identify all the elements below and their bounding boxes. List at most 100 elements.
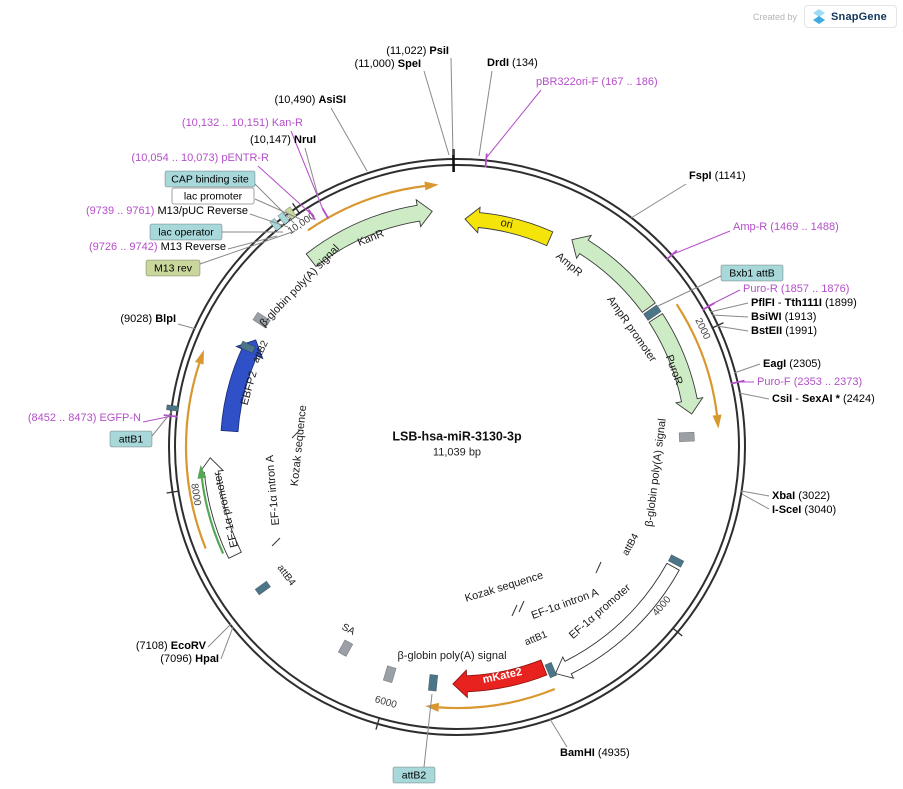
ef1a-promoter-right-arrow[interactable] xyxy=(554,562,680,679)
cap-binding-site-callout[interactable]: CAP binding site xyxy=(171,174,249,186)
m13-rev-callout[interactable]: M13 rev xyxy=(154,263,193,275)
bxb1-attb-callout-leader xyxy=(657,275,722,307)
attb4-site-left[interactable] xyxy=(254,580,271,596)
orf-arc-right-head xyxy=(712,414,722,429)
xbaI-callout[interactable]: XbaI (3022) xyxy=(772,490,830,502)
lac-site-a[interactable] xyxy=(277,211,290,226)
lac-operator-callout[interactable]: lac operator xyxy=(158,227,214,239)
cap-binding-site-callout-box[interactable] xyxy=(164,170,256,188)
pentr-r-tick xyxy=(307,209,316,221)
attb4-left-label[interactable]: attB4 xyxy=(275,563,298,589)
bglobin-bottom-label[interactable]: β-globin poly(A) signal xyxy=(397,650,506,662)
puro-f-callout[interactable]: Puro-F (2353 .. 2373) xyxy=(757,376,862,388)
polya-site-top-left[interactable] xyxy=(252,311,271,329)
puror-arrow[interactable] xyxy=(648,312,704,415)
ecoRV-callout[interactable]: (7108) EcoRV xyxy=(136,640,207,652)
feature-tick-4 xyxy=(595,561,602,574)
ebfp2-arrow[interactable] xyxy=(220,339,264,433)
kozak-left-label[interactable]: Kozak sequence xyxy=(289,405,309,487)
orf-arc-right[interactable] xyxy=(675,303,719,416)
drdI-callout[interactable]: DrdI (134) xyxy=(487,57,538,69)
asiSI-callout[interactable]: (10,490) AsiSI xyxy=(274,94,346,106)
i-sceI-callout[interactable]: I-SceI (3040) xyxy=(772,504,836,516)
lac-promoter-callout[interactable]: lac promoter xyxy=(184,191,243,203)
speI-callout[interactable]: (11,000) SpeI xyxy=(355,58,421,70)
pflFI-tth111I-callout[interactable]: PflFI - Tth111I (1899) xyxy=(751,297,857,309)
m13-rev-callout-box[interactable] xyxy=(145,259,201,277)
m13-rev-callout-leader xyxy=(199,230,296,265)
attb4-site-right[interactable] xyxy=(667,554,685,568)
kozak-bottom-label[interactable]: Kozak sequence xyxy=(463,570,544,605)
egfp-n-callout[interactable]: (8452 .. 8473) EGFP-N xyxy=(28,412,141,424)
attb1-site-bottom[interactable] xyxy=(544,661,558,679)
orf-arc-left-green[interactable] xyxy=(200,478,225,555)
snapgene-logo-text: SnapGene xyxy=(830,10,887,23)
bglobin-right-label[interactable]: β-globin poly(A) signal xyxy=(643,418,668,528)
ef1a-promoter-left-arrow[interactable] xyxy=(198,457,242,559)
blpI-callout[interactable]: (9028) BlpI xyxy=(120,313,176,325)
eagI-callout[interactable]: EagI (2305) xyxy=(763,358,821,370)
ori-label[interactable]: ori xyxy=(499,217,514,231)
ori-arrow[interactable] xyxy=(464,206,554,247)
bxb1-attb-callout[interactable]: Bxb1 attB xyxy=(729,268,775,280)
ampr-arrow[interactable] xyxy=(571,234,656,314)
nruI-callout[interactable]: (10,147) NruI xyxy=(250,134,316,146)
ecoRV-callout-leader xyxy=(207,623,232,648)
created-by-label: Created by xyxy=(752,11,797,22)
plasmid-backbone-outer xyxy=(168,158,746,736)
attb1-callout-leader xyxy=(151,409,174,437)
kan-r-callout[interactable]: (10,132 .. 10,151) Kan-R xyxy=(182,117,303,129)
csiI-sexAI-callout[interactable]: CsiI - SexAI * (2424) xyxy=(772,393,875,405)
attb1-callout-box[interactable] xyxy=(109,430,153,448)
puro-r-callout[interactable]: Puro-R (1857 .. 1876) xyxy=(743,283,849,295)
amp-r-callout[interactable]: Amp-R (1469 .. 1488) xyxy=(733,221,839,233)
bsiWI-callout[interactable]: BsiWI (1913) xyxy=(751,311,816,323)
scale-label-6000: 6000 xyxy=(373,694,398,711)
lac-promoter-callout-box[interactable] xyxy=(171,187,255,205)
attb2-callout[interactable]: attB2 xyxy=(402,770,427,782)
bstEII-callout[interactable]: BstEII (1991) xyxy=(751,325,817,337)
attb4-right-label[interactable]: attB4 xyxy=(620,532,641,558)
intron-left-label[interactable]: EF-1α intron A xyxy=(264,454,282,526)
puro-r-callout-leader xyxy=(707,289,741,307)
eagI-callout-leader xyxy=(733,363,761,374)
attb2-site-bottom[interactable] xyxy=(427,674,439,692)
pentr-r-callout[interactable]: (10,054 .. 10,073) pENTR-R xyxy=(131,152,269,164)
attb2-callout-box[interactable] xyxy=(392,766,436,784)
bxb1-attb-site[interactable] xyxy=(643,304,662,322)
m13-reverse-callout[interactable]: (9726 .. 9742) M13 Reverse xyxy=(89,241,226,253)
fspI-callout[interactable]: FspI (1141) xyxy=(689,170,746,182)
psiI-callout[interactable]: (11,022) PsiI xyxy=(386,45,449,57)
speI-callout-leader xyxy=(423,70,450,156)
pbr322ori-f-callout-leader xyxy=(486,89,542,158)
m13-puc-reverse-callout[interactable]: (9739 .. 9761) M13/pUC Reverse xyxy=(86,205,248,217)
attb1-callout[interactable]: attB1 xyxy=(119,434,144,446)
csiI-sexAI-callout-leader xyxy=(738,392,770,400)
bglobin-top-left-label[interactable]: β-globin poly(A) signal xyxy=(258,243,342,330)
orf-arc-bottom[interactable] xyxy=(438,687,556,710)
pbr322ori-f-tick xyxy=(484,153,488,168)
bamHI-callout[interactable]: BamHI (4935) xyxy=(560,747,630,759)
mkate2-arrow[interactable] xyxy=(452,659,548,699)
bxb1-attb-callout-box[interactable] xyxy=(720,264,784,282)
m13-reverse-callout-leader xyxy=(227,235,278,250)
amp-r-callout-leader xyxy=(670,230,731,256)
sa-label[interactable]: SA xyxy=(340,622,357,638)
polya-site-right[interactable] xyxy=(678,431,695,443)
kanr-arrow[interactable] xyxy=(305,198,433,268)
ampr-label[interactable]: AmpR xyxy=(553,250,584,279)
attb1-bottom-label[interactable]: attB1 xyxy=(523,629,549,648)
xbaI-callout-leader xyxy=(740,490,770,497)
plasmid-backbone-inner xyxy=(174,164,740,730)
attb2-site-left[interactable] xyxy=(239,340,256,354)
sa-site[interactable] xyxy=(337,639,354,657)
polya-site-bottom[interactable] xyxy=(382,665,397,684)
fspI-callout-leader xyxy=(630,183,687,219)
pbr322ori-f-callout[interactable]: pBR322ori-F (167 .. 186) xyxy=(536,76,658,88)
lac-operator-callout-box[interactable] xyxy=(149,223,223,241)
blpI-callout-leader xyxy=(177,323,197,330)
orf-arc-left[interactable] xyxy=(184,362,207,549)
orf-arc-top-left[interactable] xyxy=(307,184,426,232)
hpaI-callout[interactable]: (7096) HpaI xyxy=(160,653,219,665)
